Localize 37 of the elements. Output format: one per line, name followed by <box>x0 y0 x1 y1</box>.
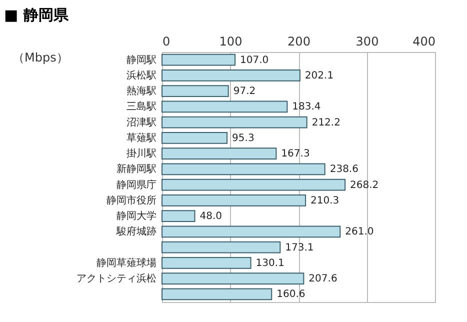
data-label: 212.2 <box>312 117 340 128</box>
y-tick-label: 静岡駅 <box>126 54 156 66</box>
data-label: 207.6 <box>308 274 338 285</box>
data-label: 160.6 <box>276 289 306 300</box>
x-tick-label: 400 <box>412 34 436 48</box>
data-label: 183.4 <box>292 102 321 113</box>
y-tick-label: 浜松駅 <box>126 69 156 82</box>
data-label: 97.2 <box>233 86 256 98</box>
x-tick-label: 100 <box>219 34 242 48</box>
data-label: 268.2 <box>350 180 379 191</box>
y-tick-label: 新静岡駅 <box>116 163 156 176</box>
x-axis-title: （Mbps） <box>12 50 68 64</box>
y-tick-label: 三島駅 <box>126 100 156 113</box>
data-label: 238.6 <box>330 164 358 176</box>
y-tick-label: 掛川駅 <box>126 148 156 160</box>
y-tick-label: 熱海駅 <box>126 85 156 98</box>
y-tick-label: 静岡大学 <box>116 210 156 222</box>
x-tick-label: 200 <box>288 34 310 48</box>
y-tick-label: アクトシティ浜松 <box>76 272 156 285</box>
data-label: 107.0 <box>240 54 269 66</box>
y-tick-label: 駿府城跡 <box>116 226 156 238</box>
text: ■ 静岡県 <box>4 6 70 24</box>
y-tick-label: 沼津駅 <box>126 116 156 128</box>
data-label: 95.3 <box>232 132 254 144</box>
y-tick-label: 静岡市役所 <box>106 194 156 206</box>
data-label: 210.3 <box>310 195 340 206</box>
data-label: 202.1 <box>304 70 334 82</box>
x-tick-label: 300 <box>356 34 379 48</box>
y-tick-label: 静岡県庁 <box>116 178 156 191</box>
y-tick-label: 静岡草薙球場 <box>96 256 156 269</box>
data-label: 48.0 <box>200 211 222 222</box>
data-label: 261.0 <box>345 226 374 238</box>
data-label: 130.1 <box>256 258 284 269</box>
x-tick-label: 0 <box>162 34 170 48</box>
y-tick-label: 草薙駅 <box>126 132 156 144</box>
data-label: 167.3 <box>281 148 310 160</box>
data-label: 173.1 <box>285 242 314 254</box>
